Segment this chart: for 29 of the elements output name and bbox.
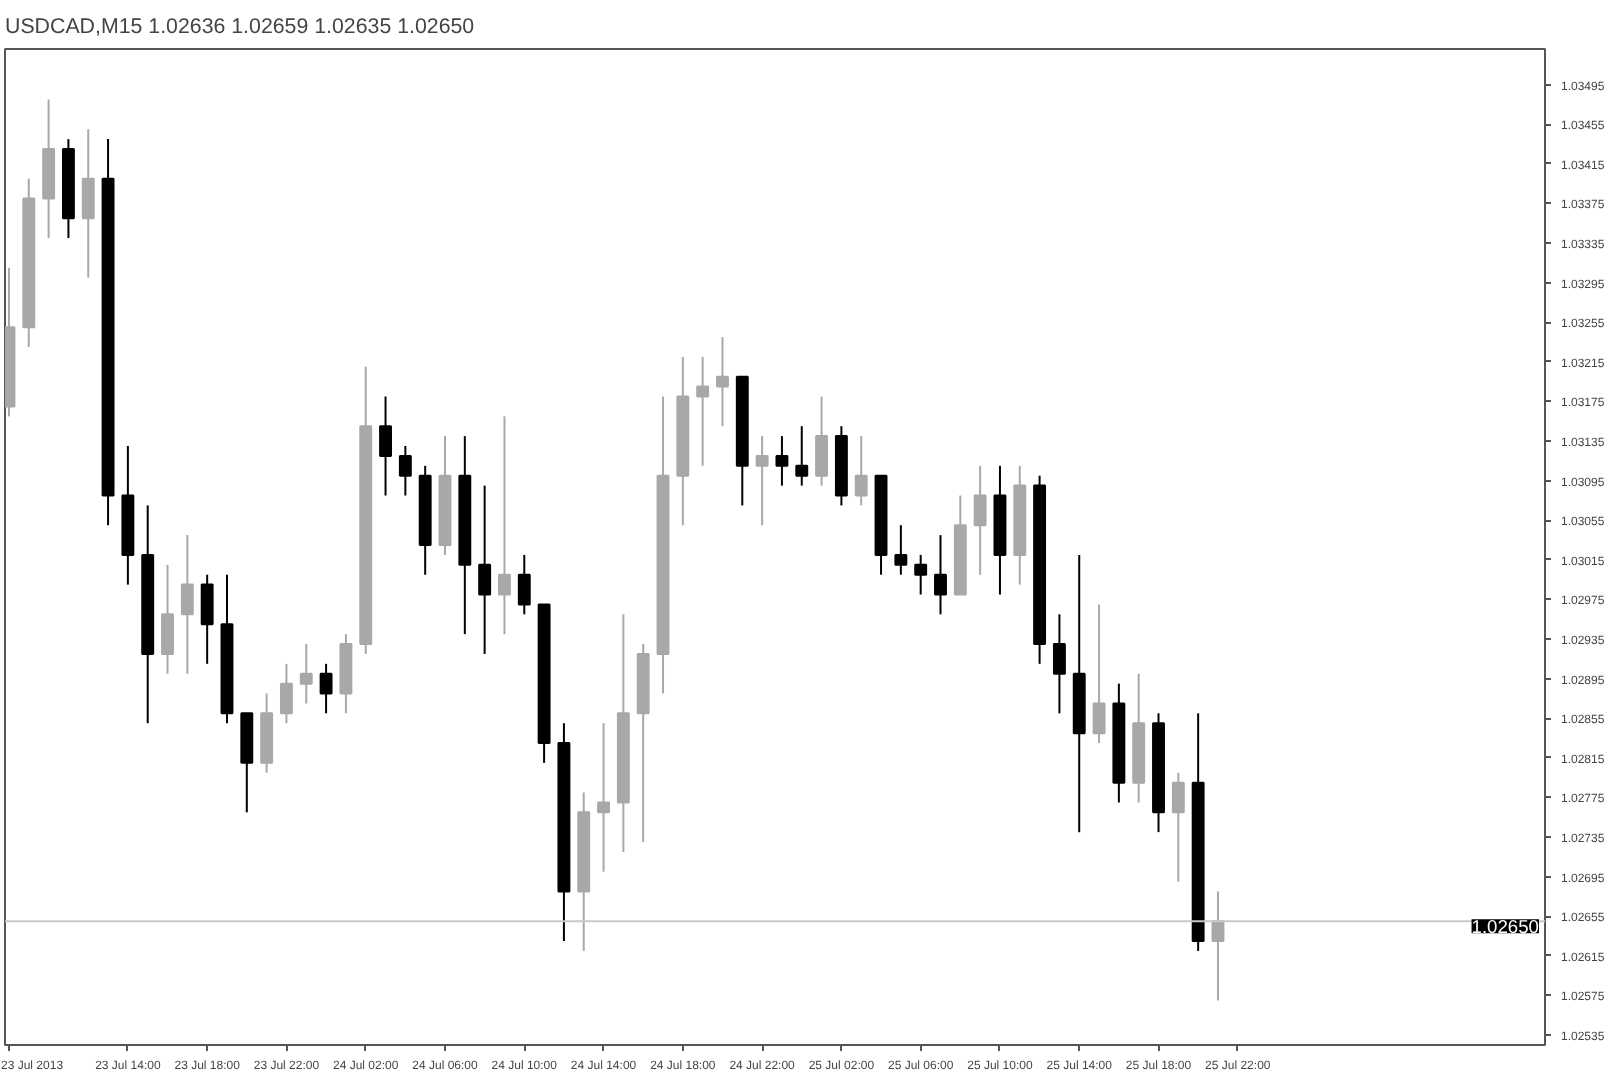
candlestick — [696, 355, 710, 467]
candlestick — [517, 553, 531, 616]
ref-line-label: 1.02650 — [1471, 917, 1540, 938]
candlestick — [973, 464, 987, 576]
candlestick — [1052, 613, 1066, 715]
candlestick — [478, 484, 492, 655]
candlestick — [161, 563, 174, 675]
candlestick — [934, 534, 947, 616]
candlestick — [81, 128, 95, 279]
candlestick — [597, 722, 611, 873]
candlestick — [200, 573, 214, 665]
candlestick — [914, 553, 928, 596]
candlestick — [755, 435, 769, 527]
candlestick — [299, 643, 313, 705]
candlestick — [716, 336, 729, 428]
candlestick — [180, 534, 194, 675]
candlestick — [1092, 603, 1106, 745]
candlestick — [1171, 771, 1185, 883]
candlestick — [379, 395, 392, 497]
candlestick — [775, 435, 789, 487]
chart-title: USDCAD,M15 1.02636 1.02659 1.02635 1.02650 — [5, 15, 475, 39]
candlestick — [319, 662, 333, 715]
candlestick — [815, 395, 829, 487]
candlestick — [498, 415, 511, 636]
candlestick — [795, 425, 809, 487]
candlestick — [398, 445, 412, 497]
candlestick — [279, 662, 293, 725]
candlestick — [854, 435, 868, 507]
candlestick — [894, 524, 908, 576]
